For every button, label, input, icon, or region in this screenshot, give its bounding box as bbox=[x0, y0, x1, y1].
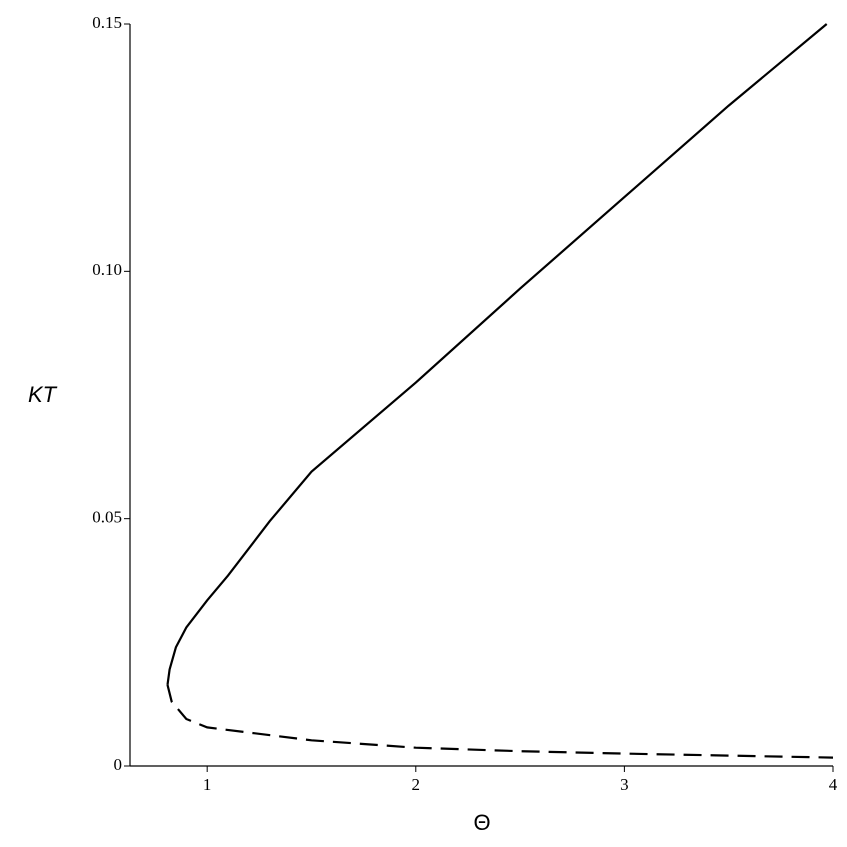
x-tick-label: 1 bbox=[203, 775, 212, 794]
y-tick-label: 0.10 bbox=[92, 260, 122, 279]
x-axis-label: Θ bbox=[473, 810, 490, 835]
line-series bbox=[166, 23, 828, 686]
x-tick-label: 2 bbox=[412, 775, 421, 794]
y-tick-label: 0 bbox=[114, 755, 123, 774]
x-tick-label: 3 bbox=[620, 775, 629, 794]
y-tick-label: 0.15 bbox=[92, 13, 122, 32]
y-tick-label: 0.05 bbox=[92, 508, 122, 527]
line-series bbox=[166, 684, 834, 759]
x-tick-label: 4 bbox=[829, 775, 838, 794]
y-axis-label: KT bbox=[28, 382, 58, 407]
